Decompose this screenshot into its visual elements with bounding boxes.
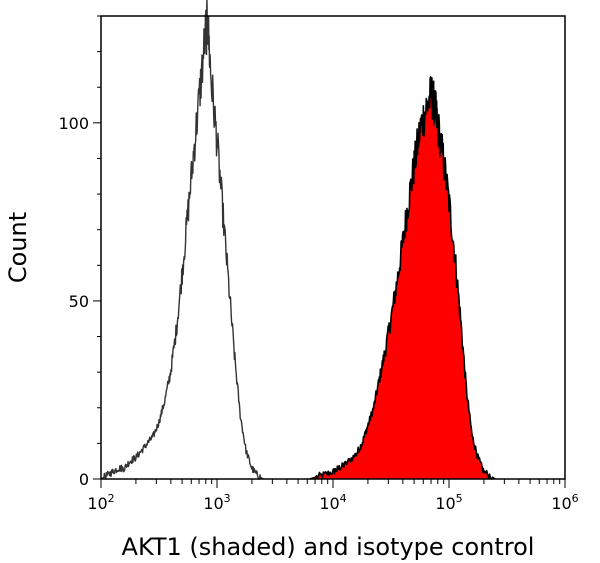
x-tick-label: 103 xyxy=(203,492,230,513)
x-tick-label: 104 xyxy=(319,492,346,513)
y-tick-label: 0 xyxy=(79,470,89,489)
series-line-akt1 xyxy=(309,76,496,480)
x-axis: 102 103 104 105 106 xyxy=(87,479,579,513)
y-axis: 0 50 100 xyxy=(58,15,101,489)
plot-frame xyxy=(100,15,566,480)
x-tick-label: 106 xyxy=(551,492,578,513)
y-tick-label: 100 xyxy=(58,114,89,133)
series-fill-akt1 xyxy=(309,76,496,479)
x-axis-title: AKT1 (shaded) and isotype control xyxy=(122,533,535,561)
plot-area xyxy=(100,0,496,480)
x-tick-label: 102 xyxy=(87,492,114,513)
series-line-isotype-control xyxy=(100,0,264,480)
y-axis-title: Count xyxy=(4,212,32,283)
y-tick-label: 50 xyxy=(69,292,89,311)
x-tick-label: 105 xyxy=(435,492,462,513)
